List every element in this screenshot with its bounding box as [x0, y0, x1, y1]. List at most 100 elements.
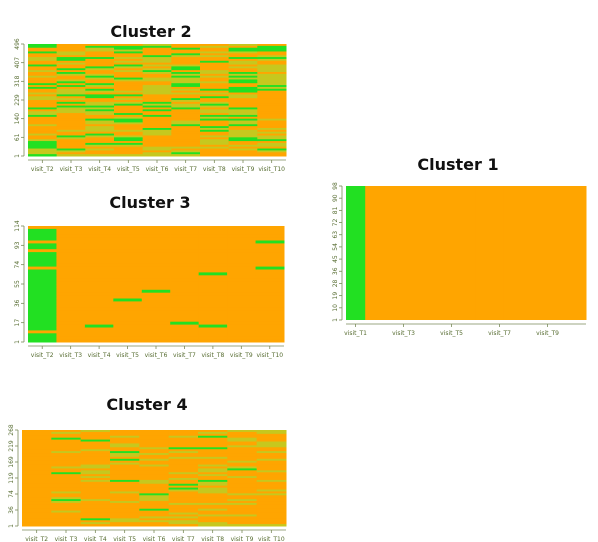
heatmap-cell [22, 508, 52, 512]
heatmap-cell [114, 83, 144, 86]
y-tick-label: 19 [332, 292, 339, 300]
heatmap-cell [257, 109, 287, 112]
heatmap-cell [141, 281, 171, 285]
heatmap-cell [84, 249, 114, 253]
x-tick-label: visit_T8 [201, 536, 224, 542]
heatmap-cell [170, 333, 200, 337]
heatmap-cell [198, 272, 228, 276]
heatmap-cell [22, 495, 52, 498]
heatmap-cell [255, 298, 285, 302]
heatmap-cell [56, 72, 86, 75]
heatmap-cell [80, 447, 111, 450]
heatmap-cell [85, 101, 115, 105]
heatmap-cell [257, 113, 287, 116]
heatmap-cell [85, 148, 115, 151]
heatmap-cell [227, 257, 257, 262]
heatmap-cell [227, 524, 258, 527]
heatmap-cell [80, 491, 111, 494]
heatmap-cell [141, 255, 171, 259]
heatmap-cell [28, 263, 57, 268]
heatmap-cell [56, 286, 86, 291]
heatmap-cell [200, 47, 230, 51]
heatmap-cell [171, 79, 201, 82]
heatmap-cell [113, 339, 143, 343]
heatmap-cell [142, 135, 172, 138]
heatmap-cell [142, 114, 172, 118]
heatmap-cell [257, 103, 287, 107]
heatmap-cell [227, 336, 257, 340]
heatmap-cell [228, 58, 258, 62]
heatmap-cell [56, 249, 86, 253]
heatmap-cell [114, 44, 144, 47]
heatmap-cell [256, 456, 287, 460]
heatmap-cell [56, 58, 86, 62]
y-tick-label: 169 [8, 456, 15, 468]
heatmap-cell [28, 228, 57, 233]
heatmap-cell [170, 246, 200, 250]
heatmap-cell [256, 466, 287, 469]
heatmap-cell [257, 154, 287, 157]
heatmap-cell [228, 57, 258, 60]
heatmap-cells [22, 430, 287, 527]
heatmap-cell [22, 524, 52, 527]
heatmap-cell [51, 478, 82, 481]
heatmap-cell [171, 86, 201, 90]
heatmap-cell [142, 116, 172, 120]
heatmap-cell [198, 315, 228, 320]
heatmap-cell [114, 124, 144, 127]
heatmap-cell [22, 479, 52, 483]
heatmap-cell [227, 228, 257, 233]
heatmap-cell [56, 272, 86, 276]
heatmap-cell [255, 292, 285, 297]
heatmap-cell [142, 137, 172, 140]
heatmap-cell [85, 139, 115, 142]
heatmap-cell [228, 81, 258, 84]
heatmap-cell [256, 474, 287, 477]
heatmap-cell [56, 73, 86, 77]
heatmap-cell [139, 441, 170, 444]
cluster-4-title: Cluster 4 [106, 395, 188, 414]
heatmap-cell [56, 275, 86, 279]
heatmap-cell [110, 487, 140, 491]
y-tick-label: 54 [332, 243, 339, 251]
heatmap-cell [28, 70, 58, 73]
heatmap-cell [141, 240, 171, 244]
heatmap-cell [142, 77, 172, 80]
heatmap-cell [171, 49, 201, 52]
y-tick-label: 63 [332, 231, 339, 239]
heatmap-cell [168, 514, 199, 517]
heatmap-cell [84, 324, 114, 328]
heatmap-cell [198, 495, 228, 498]
heatmap-cell [28, 137, 58, 140]
heatmap-cell [22, 458, 52, 462]
heatmap-cell [171, 116, 201, 120]
heatmap-cell [255, 289, 285, 294]
heatmap-cell [255, 257, 285, 262]
heatmap-cell [113, 260, 143, 265]
heatmap-cell [113, 240, 143, 244]
heatmap-cell [80, 454, 111, 458]
heatmap-cell [22, 453, 52, 456]
heatmap-cell [84, 240, 114, 244]
heatmap-cell [110, 499, 140, 502]
heatmap-cell [80, 441, 111, 444]
heatmap-cell [198, 226, 228, 230]
heatmap-cell [28, 79, 58, 82]
heatmap-cell [51, 439, 82, 443]
heatmap-cell [198, 474, 228, 477]
heatmap-cell [256, 437, 287, 441]
heatmap-cell [84, 263, 114, 268]
heatmap-cell [228, 105, 258, 108]
x-tick-label: visit_T9 [232, 166, 255, 173]
heatmap-cell [141, 231, 171, 236]
y-tick-label: 72 [332, 219, 339, 227]
heatmap-cell [365, 186, 394, 320]
heatmap-cell [85, 100, 115, 103]
heatmap-cell [85, 90, 115, 94]
heatmap-cell [142, 57, 172, 60]
heatmap-cell [198, 324, 228, 328]
heatmap-cell [170, 281, 200, 285]
heatmap-cell [113, 275, 143, 279]
heatmap-cell [255, 339, 285, 343]
heatmap-cell [171, 128, 201, 131]
